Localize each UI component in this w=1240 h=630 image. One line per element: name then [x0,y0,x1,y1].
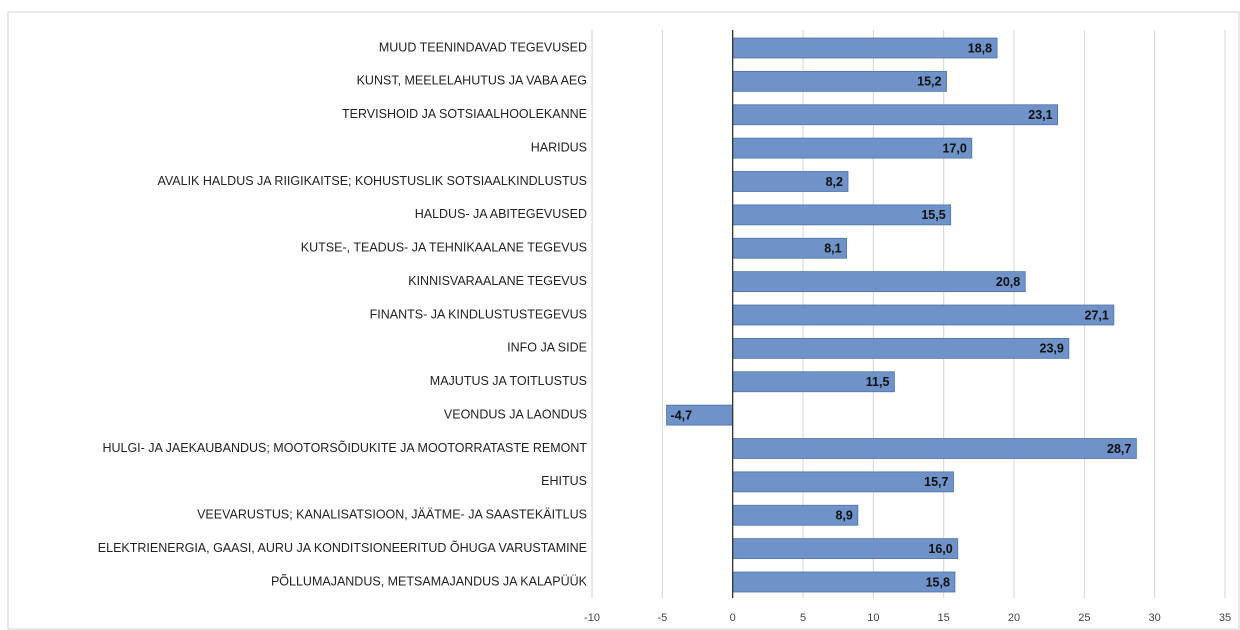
category-label: AVALIK HALDUS JA RIIGIKAITSE; KOHUSTUSLI… [157,174,587,188]
category-label: HARIDUS [531,140,587,154]
category-label: EHITUS [541,474,587,488]
category-label: MUUD TEENINDAVAD TEGEVUSED [379,40,587,54]
value-label: 15,8 [926,575,950,589]
value-label: 23,9 [1040,342,1064,356]
bar [732,337,1070,359]
x-tick-label: 0 [730,612,736,624]
category-label: PÕLLUMAJANDUS, METSAMAJANDUS JA KALAPÜÜK [271,573,588,588]
bar [732,137,973,159]
value-label: 17,0 [942,141,966,155]
value-label: 18,8 [968,41,992,55]
category-label: MAJUTUS JA TOITLUSTUS [430,374,587,388]
category-label: TERVISHOID JA SOTSIAALHOOLEKANNE [342,107,587,121]
value-label: 11,5 [866,375,890,389]
value-label: -4,7 [671,408,693,422]
x-tick-label: 30 [1149,612,1161,624]
value-label: 16,0 [928,542,952,556]
bar [732,471,954,493]
value-label: 15,2 [917,75,941,89]
category-label: KINNISVARAALANE TEGEVUS [408,274,587,288]
bar [732,438,1137,459]
category-label: HULGI- JA JAEKAUBANDUS; MOOTORSÕIDUKITE … [102,440,587,455]
category-label: FINANTS- JA KINDLUSTUSTEGEVUS [370,307,587,321]
category-label: KUTSE-, TEADUS- JA TEHNIKAALANE TEGEVUS [301,241,587,255]
x-tick-label: -5 [657,612,667,624]
bar [732,104,1059,126]
category-label: INFO JA SIDE [507,341,587,355]
bar [732,70,947,92]
bar [732,571,956,593]
x-tick-label: 15 [938,612,950,624]
x-tick-label: -10 [584,612,600,624]
bar [732,37,998,59]
value-label: 15,7 [924,475,948,489]
x-tick-label: 35 [1219,612,1231,624]
bar [732,204,952,226]
category-label: ELEKTRIENERGIA, GAASI, AURU JA KONDITSIO… [98,540,587,555]
bar [732,271,1026,293]
category-label: VEONDUS JA LAONDUS [444,407,587,421]
chart-frame [7,11,1240,630]
value-label: 23,1 [1028,108,1052,122]
category-label: VEEVARUSTUS; KANALISATSIOON, JÄÄTME- JA … [197,508,587,522]
x-tick-label: 25 [1078,612,1090,624]
value-label: 20,8 [996,275,1020,289]
value-label: 28,7 [1107,442,1131,456]
value-label: 27,1 [1085,308,1109,322]
bar [732,304,1115,326]
x-tick-label: 10 [867,612,879,624]
x-tick-label: 20 [1008,612,1020,624]
bar [732,538,959,560]
x-tick-label: 5 [800,612,806,624]
value-label: 8,1 [824,242,841,256]
value-label: 8,2 [826,175,843,189]
value-label: 8,9 [835,509,852,523]
category-label: HALDUS- JA ABITEGEVUSED [415,207,587,221]
value-label: 15,5 [921,208,945,222]
category-label: KUNST, MEELELAHUTUS JA VABA AEG [357,74,587,88]
